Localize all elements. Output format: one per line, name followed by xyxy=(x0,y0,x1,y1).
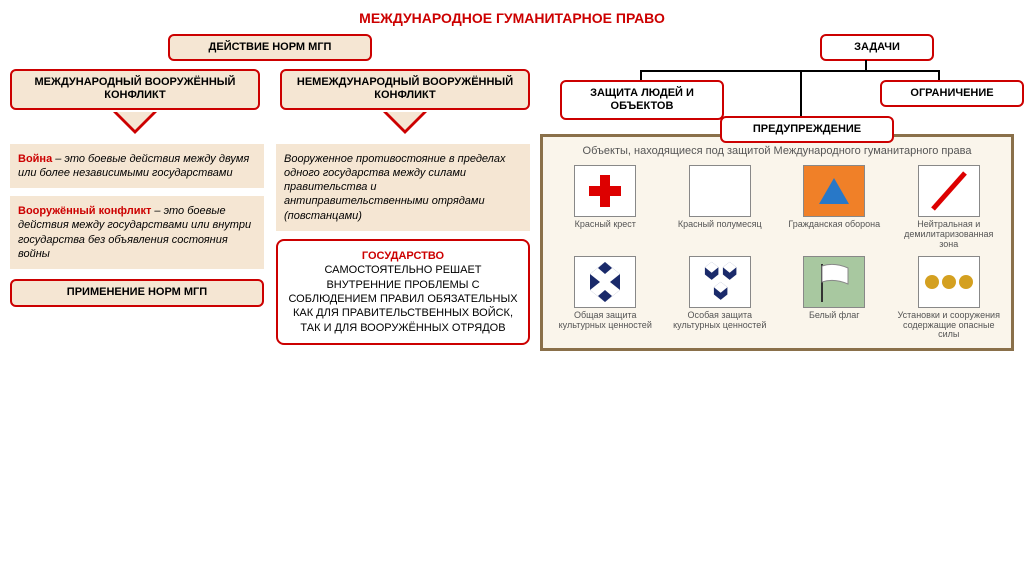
sym-white-flag: Белый флаг xyxy=(780,256,889,341)
sym-red-cross: Красный крест xyxy=(551,165,660,250)
limit-box: ОГРАНИЧЕНИЕ xyxy=(880,80,1024,107)
sym-cultural-special: Особая защита культурных ценностей xyxy=(666,256,775,341)
arrow-icon xyxy=(383,112,427,134)
main-title: МЕЖДУНАРОДНОЕ ГУМАНИТАРНОЕ ПРАВО xyxy=(10,10,1014,26)
nonintl-def: Вооруженное противостояние в пределах од… xyxy=(276,144,530,231)
sym-dangerous-forces: Установки и сооружения содержащие опасны… xyxy=(895,256,1004,341)
nonintl-box: НЕМЕЖДУНАРОДНЫЙ ВООРУЖЁННЫЙ КОНФЛИКТ xyxy=(280,69,530,109)
symbols-panel: Объекты, находящиеся под защитой Междуна… xyxy=(540,134,1014,351)
left-section: ДЕЙСТВИЕ НОРМ МГП МЕЖДУНАРОДНЫЙ ВООРУЖЁН… xyxy=(10,34,530,351)
norms-box: ДЕЙСТВИЕ НОРМ МГП xyxy=(168,34,372,61)
tasks-box: ЗАДАЧИ xyxy=(820,34,934,61)
war-def: Война – это боевые действия между двумя … xyxy=(10,144,264,189)
sym-civil-defense: Гражданская оборона xyxy=(780,165,889,250)
apply-box: ПРИМЕНЕНИЕ НОРМ МГП xyxy=(10,279,264,306)
sym-neutral-zone: Нейтральная и демилитаризованная зона xyxy=(895,165,1004,250)
arrow-icon xyxy=(113,112,157,134)
sym-red-crescent: Красный полумесяц xyxy=(666,165,775,250)
right-section: ЗАДАЧИ ЗАЩИТА ЛЮДЕЙ И ОБЪЕКТОВ ОГРАНИЧЕН… xyxy=(540,34,1014,351)
conflict-def: Вооружённый конфликт – это боевые действ… xyxy=(10,196,264,269)
prevent-box: ПРЕДУПРЕЖДЕНИЕ xyxy=(720,116,894,143)
intl-box: МЕЖДУНАРОДНЫЙ ВООРУЖЁННЫЙ КОНФЛИКТ xyxy=(10,69,260,109)
protect-box: ЗАЩИТА ЛЮДЕЙ И ОБЪЕКТОВ xyxy=(560,80,724,120)
symbols-title: Объекты, находящиеся под защитой Междуна… xyxy=(551,145,1003,157)
tasks-tree: ЗАДАЧИ ЗАЩИТА ЛЮДЕЙ И ОБЪЕКТОВ ОГРАНИЧЕН… xyxy=(540,34,1014,134)
sym-cultural-general: Общая защита культурных ценностей xyxy=(551,256,660,341)
state-box: ГОСУДАРСТВО САМОСТОЯТЕЛЬНО РЕШАЕТ ВНУТРЕ… xyxy=(276,239,530,345)
